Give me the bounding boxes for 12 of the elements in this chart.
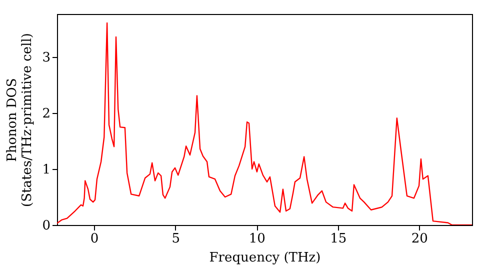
x-tick-label: 20 [411,232,428,246]
y-tick-label: 3 [42,50,50,66]
x-tick-label: 5 [172,232,180,246]
x-axis-title: Frequency (THz) [209,250,321,266]
y-tick-label: 2 [42,106,50,122]
line-series [57,22,472,225]
y-axis-title: Phonon DOS (States/THz·primitive cell) [5,32,36,208]
x-tick-label: 15 [330,232,347,246]
x-tick-label: 10 [248,232,266,246]
x-tick-label: 0 [90,232,99,246]
y-tick-label: 0 [42,218,50,234]
y-tick-label: 1 [42,162,50,178]
